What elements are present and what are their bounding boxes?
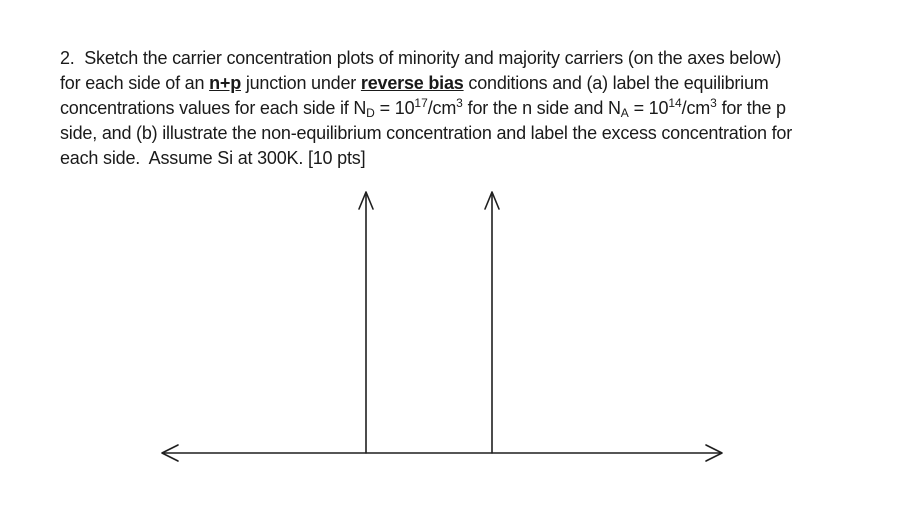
right-arrowhead-icon: [705, 444, 723, 462]
text-segment: 3: [710, 96, 717, 110]
text-segment: 3: [456, 96, 463, 110]
text-segment: reverse bias: [360, 73, 464, 93]
text-segment: side, and (b) illustrate the non-equilib…: [60, 123, 793, 143]
question-text: 2. Sketch the carrier concentration plot…: [60, 46, 792, 171]
question-line: each side. Assume Si at 300K. [10 pts]: [60, 146, 792, 171]
text-segment: 14: [668, 96, 682, 110]
text-segment: junction under: [241, 73, 361, 93]
question-line: 2. Sketch the carrier concentration plot…: [60, 46, 792, 71]
text-segment: A: [620, 106, 629, 120]
text-segment: D: [366, 106, 375, 120]
question-line: for each side of an n+p junction under r…: [60, 71, 792, 96]
text-segment: /cm: [681, 98, 711, 118]
question-line: concentrations values for each side if N…: [60, 96, 792, 121]
text-segment: /cm: [427, 98, 457, 118]
text-segment: for each side of an: [60, 73, 210, 93]
text-segment: = 10: [628, 98, 669, 118]
right-vertical-axis-arrowhead-icon: [484, 191, 500, 210]
text-segment: n+p: [209, 73, 242, 93]
text-segment: for the p: [716, 98, 786, 118]
question-line: side, and (b) illustrate the non-equilib…: [60, 121, 792, 146]
text-segment: = 10: [374, 98, 415, 118]
text-segment: conditions and (a) label the equilibrium: [463, 73, 769, 93]
left-arrowhead-icon: [161, 444, 179, 462]
text-segment: 17: [414, 96, 428, 110]
text-segment: concentrations values for each side if N: [60, 98, 367, 118]
text-segment: for the n side and N: [462, 98, 621, 118]
text-segment: each side. Assume Si at 300K. [10 pts]: [60, 148, 366, 168]
text-segment: 2. Sketch the carrier concentration plot…: [60, 48, 782, 68]
left-vertical-axis-arrowhead-icon: [358, 191, 374, 210]
